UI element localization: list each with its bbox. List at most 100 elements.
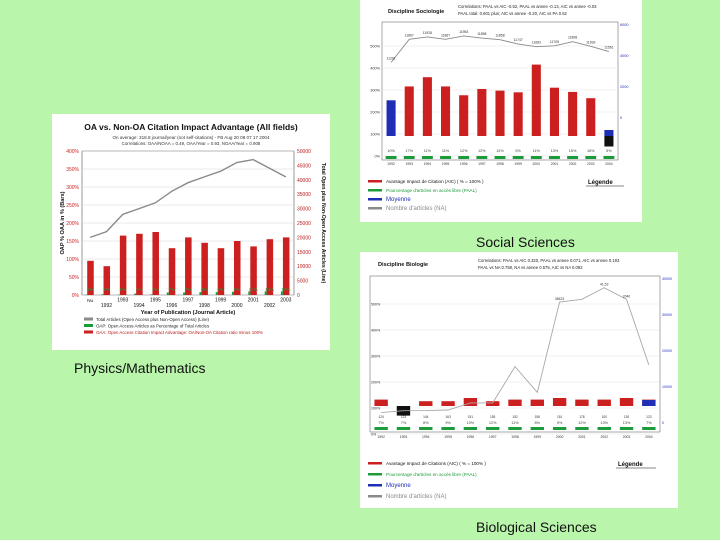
x-tick-label: 2002 bbox=[600, 435, 608, 439]
x-tick-label: 2004 bbox=[605, 162, 613, 166]
total-label: 155 bbox=[490, 415, 496, 419]
oa-percent-bar bbox=[486, 427, 500, 430]
oa-label: 7% bbox=[401, 421, 407, 425]
total-line bbox=[390, 35, 610, 63]
x-tick-label: 1996 bbox=[460, 162, 468, 166]
oap-label: 8% bbox=[201, 287, 208, 292]
total-label: 11867 bbox=[441, 33, 450, 37]
x-tick-label: 2004 bbox=[645, 435, 653, 439]
chart-title: OA vs. Non-OA Citation Impact Advantage … bbox=[84, 122, 298, 132]
y-tick-left: 200% bbox=[371, 381, 381, 385]
legend-swatch bbox=[368, 180, 382, 183]
y-tick-left: 0% bbox=[375, 155, 381, 159]
y-tick-left: 400% bbox=[370, 67, 380, 71]
citation-bar bbox=[513, 92, 523, 136]
oap-label: 8% bbox=[217, 287, 224, 292]
social-caption: Social Sciences bbox=[476, 234, 575, 250]
y-tick-right: 0 bbox=[620, 116, 622, 120]
y-tick-left: 500% bbox=[370, 45, 380, 49]
legend-swatch bbox=[84, 317, 93, 321]
oap-bar bbox=[248, 291, 251, 295]
y-tick-left: 500% bbox=[371, 303, 381, 307]
x-tick-label: 1992 bbox=[101, 303, 112, 309]
citation-bar bbox=[422, 77, 432, 136]
legend-label: Pourcentage d'articles en accès libre (P… bbox=[386, 188, 477, 193]
y-tick-left: 150% bbox=[66, 239, 79, 245]
oa-label: 17% bbox=[405, 149, 413, 153]
oaa-bar bbox=[136, 233, 143, 295]
oa-percent-bar bbox=[494, 156, 506, 159]
mean-bar bbox=[604, 130, 614, 136]
total-label: 151 bbox=[557, 415, 563, 419]
y-axis-label-left: OAP % OAA in % (Bars) bbox=[60, 191, 66, 254]
oa-label: 15% bbox=[569, 149, 577, 153]
citation-bar bbox=[477, 88, 487, 136]
oa-percent-bar bbox=[619, 427, 634, 430]
legend-label: Nombre d'articles (NA) bbox=[386, 494, 447, 500]
x-tick-label: 1997 bbox=[489, 435, 497, 439]
oaa-bar bbox=[233, 241, 241, 295]
y-tick-left: 350% bbox=[66, 167, 79, 173]
oaa-bar bbox=[217, 248, 225, 295]
oap-bar bbox=[280, 291, 283, 295]
oaa-bar bbox=[201, 242, 208, 295]
citation-bar bbox=[575, 399, 589, 406]
x-tick-label: 1996 bbox=[166, 303, 177, 309]
x-tick-label: 1999 bbox=[514, 162, 522, 166]
y-tick-right: 45000 bbox=[297, 163, 311, 169]
oa-label: 12% bbox=[478, 149, 486, 153]
oaa-bar bbox=[266, 239, 274, 295]
x-tick-label: 2003 bbox=[280, 298, 291, 304]
legend-swatch bbox=[368, 189, 382, 192]
citation-bar bbox=[374, 399, 388, 406]
legend-label: Moyenne bbox=[386, 483, 411, 489]
y-tick-right: 10000 bbox=[662, 385, 672, 389]
x-tick-label: 1994 bbox=[134, 303, 145, 309]
oap-bar bbox=[215, 292, 218, 295]
oa-percent-bar bbox=[549, 156, 560, 159]
legend-label: OAP: Open Access Articles as Percentage … bbox=[96, 324, 210, 329]
legend-label: Avantage Impact de Citation (AIC) ( % = … bbox=[386, 179, 484, 184]
oa-label: 10% bbox=[467, 421, 475, 425]
citation-bar bbox=[404, 86, 414, 136]
x-tick-label: 2003 bbox=[587, 162, 595, 166]
oap-bar bbox=[150, 294, 153, 295]
oa-label: 12% bbox=[578, 421, 586, 425]
oap-bar bbox=[232, 291, 234, 295]
y-tick-left: 400% bbox=[371, 329, 381, 333]
legend-swatch bbox=[368, 473, 382, 476]
citation-bar bbox=[552, 398, 567, 406]
y-tick-left: 100% bbox=[370, 133, 380, 137]
legend-title: Légende bbox=[588, 180, 613, 186]
legend-swatch bbox=[368, 462, 382, 465]
total-label: 11683 bbox=[532, 41, 541, 45]
chart-subtitle: On average: 318.8 journal/year (not self… bbox=[112, 135, 269, 140]
citation-bar bbox=[604, 136, 614, 147]
y-tick-right: 0 bbox=[662, 421, 664, 425]
oa-percent-bar bbox=[552, 427, 567, 430]
y-tick-right: 30000 bbox=[662, 313, 672, 317]
total-label: 11561 bbox=[604, 46, 613, 50]
total-label: 11291 bbox=[386, 56, 395, 60]
oa-label: 10% bbox=[387, 149, 395, 153]
oa-label: 13% bbox=[551, 149, 559, 153]
total-label: 130 bbox=[624, 415, 630, 419]
oa-percent-bar bbox=[458, 156, 470, 159]
legend-label: Pourcentage d'articles en accès libre (P… bbox=[386, 472, 477, 477]
citation-bar bbox=[459, 95, 469, 136]
x-tick-label: 1995 bbox=[442, 162, 450, 166]
social-panel: Discipline Sociologie Correlations: PAAL … bbox=[360, 0, 642, 222]
legend-label: OAA: Open Access Citation Impact Advanta… bbox=[96, 330, 263, 335]
y-tick-left: 0% bbox=[371, 433, 377, 437]
y-tick-right: 2000 bbox=[620, 85, 628, 89]
oa-label: 7% bbox=[646, 421, 652, 425]
chart-stats: Correlations: PAAL vs AIC -0.52, PAAL vs… bbox=[458, 4, 597, 9]
legend-swatch bbox=[84, 330, 93, 334]
citation-bar bbox=[619, 398, 634, 406]
total-label: 11693 bbox=[586, 40, 595, 44]
x-tick-label: 2002 bbox=[569, 162, 577, 166]
citation-bar bbox=[508, 399, 522, 406]
oa-label: 13% bbox=[623, 421, 631, 425]
oap-label: 2% bbox=[152, 287, 159, 292]
total-label: 11747 bbox=[514, 38, 523, 42]
